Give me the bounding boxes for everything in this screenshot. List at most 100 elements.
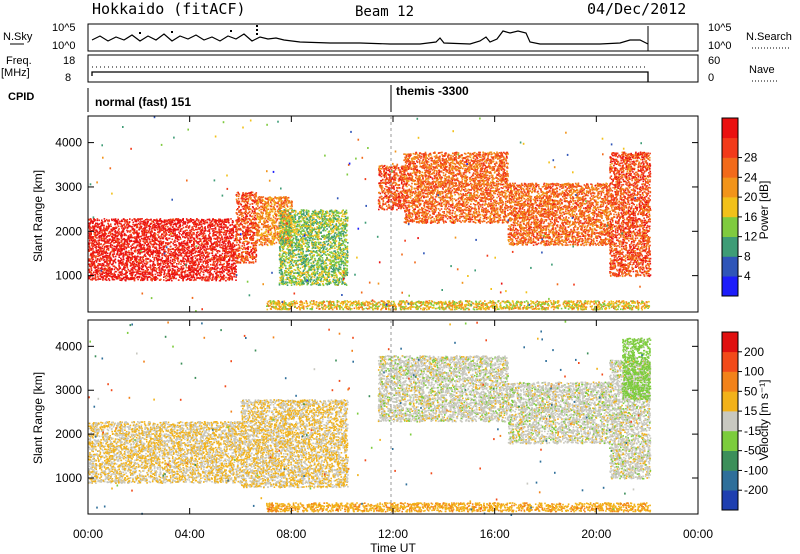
data-cell xyxy=(215,268,217,271)
data-cell xyxy=(165,265,167,267)
data-cell xyxy=(134,274,137,276)
data-cell xyxy=(101,271,104,274)
data-cell xyxy=(217,219,220,222)
data-cell xyxy=(191,228,194,231)
data-cell xyxy=(136,249,139,252)
data-cell xyxy=(211,247,214,250)
data-cell xyxy=(124,273,126,275)
data-cell xyxy=(174,237,177,239)
data-cell xyxy=(103,246,106,249)
data-cell xyxy=(91,279,93,281)
data-cell xyxy=(216,219,219,222)
data-cell xyxy=(89,275,92,278)
data-cell xyxy=(146,258,149,260)
data-cell xyxy=(221,265,224,268)
data-cell xyxy=(166,262,169,265)
data-cell xyxy=(255,248,257,251)
data-cell xyxy=(133,232,136,234)
data-cell xyxy=(226,245,228,248)
data-cell xyxy=(141,271,144,273)
data-cell xyxy=(263,236,266,239)
data-cell xyxy=(210,242,213,245)
data-cell xyxy=(121,227,123,230)
data-cell xyxy=(245,214,247,216)
data-cell xyxy=(114,223,116,226)
data-cell xyxy=(185,232,188,234)
data-cell xyxy=(196,232,198,234)
data-cell xyxy=(266,238,268,240)
data-cell xyxy=(219,223,221,226)
data-cell xyxy=(117,242,120,244)
data-cell xyxy=(104,231,106,233)
data-cell xyxy=(169,261,172,263)
data-cell xyxy=(127,251,129,254)
data-cell xyxy=(246,215,248,217)
data-cell xyxy=(128,224,131,227)
cpid-segment-2: themis -3300 xyxy=(396,84,469,98)
data-cell xyxy=(102,276,104,278)
data-cell xyxy=(146,221,149,224)
data-cell xyxy=(105,232,108,235)
data-cell xyxy=(126,263,128,266)
data-cell xyxy=(146,267,148,270)
data-cell xyxy=(116,240,118,243)
data-cell xyxy=(198,241,200,243)
data-cell xyxy=(249,233,251,236)
data-cell xyxy=(112,260,115,263)
data-cell xyxy=(89,259,91,261)
data-cell xyxy=(133,265,135,268)
data-cell xyxy=(167,228,169,231)
data-cell xyxy=(177,257,180,260)
data-cell xyxy=(150,230,152,233)
data-cell xyxy=(185,247,188,250)
data-cell xyxy=(89,226,92,228)
data-cell xyxy=(189,218,192,220)
data-cell xyxy=(105,260,107,263)
data-cell xyxy=(111,219,113,222)
data-cell xyxy=(112,247,114,250)
data-cell xyxy=(183,236,186,239)
data-cell xyxy=(194,252,196,254)
data-cell xyxy=(176,223,179,225)
data-cell xyxy=(112,265,115,268)
data-cell xyxy=(144,249,147,252)
data-cell xyxy=(213,230,215,232)
data-cell xyxy=(97,262,100,265)
data-cell xyxy=(137,267,140,270)
data-cell xyxy=(240,229,243,231)
data-cell xyxy=(240,209,242,211)
data-cell xyxy=(90,242,92,244)
data-cell xyxy=(159,272,161,275)
data-cell xyxy=(88,263,90,266)
data-cell xyxy=(182,279,184,282)
data-cell xyxy=(230,252,233,255)
data-cell xyxy=(249,226,252,229)
data-cell xyxy=(91,261,94,263)
data-cell xyxy=(119,274,122,276)
data-cell xyxy=(93,227,96,230)
data-cell xyxy=(135,271,138,273)
data-cell xyxy=(144,221,147,223)
data-cell xyxy=(191,276,193,279)
data-cell xyxy=(188,250,191,252)
data-cell xyxy=(243,246,245,249)
data-cell xyxy=(141,268,143,271)
data-cell xyxy=(88,237,90,239)
data-cell xyxy=(247,248,249,251)
data-cell xyxy=(156,262,159,264)
data-cell xyxy=(96,272,98,274)
data-cell xyxy=(242,208,245,210)
data-cell xyxy=(88,243,90,245)
data-cell xyxy=(127,278,130,281)
freq-strip: Freq. [MHz] 18 8 60 0 Nave xyxy=(1,54,778,84)
data-cell xyxy=(91,262,93,265)
data-cell xyxy=(257,212,259,215)
data-cell xyxy=(161,220,164,223)
data-cell xyxy=(131,253,133,255)
data-cell xyxy=(137,237,140,239)
data-cell xyxy=(226,255,228,258)
data-cell xyxy=(235,260,238,262)
data-cell xyxy=(221,277,223,280)
data-cell xyxy=(130,274,132,277)
data-cell xyxy=(115,232,117,234)
